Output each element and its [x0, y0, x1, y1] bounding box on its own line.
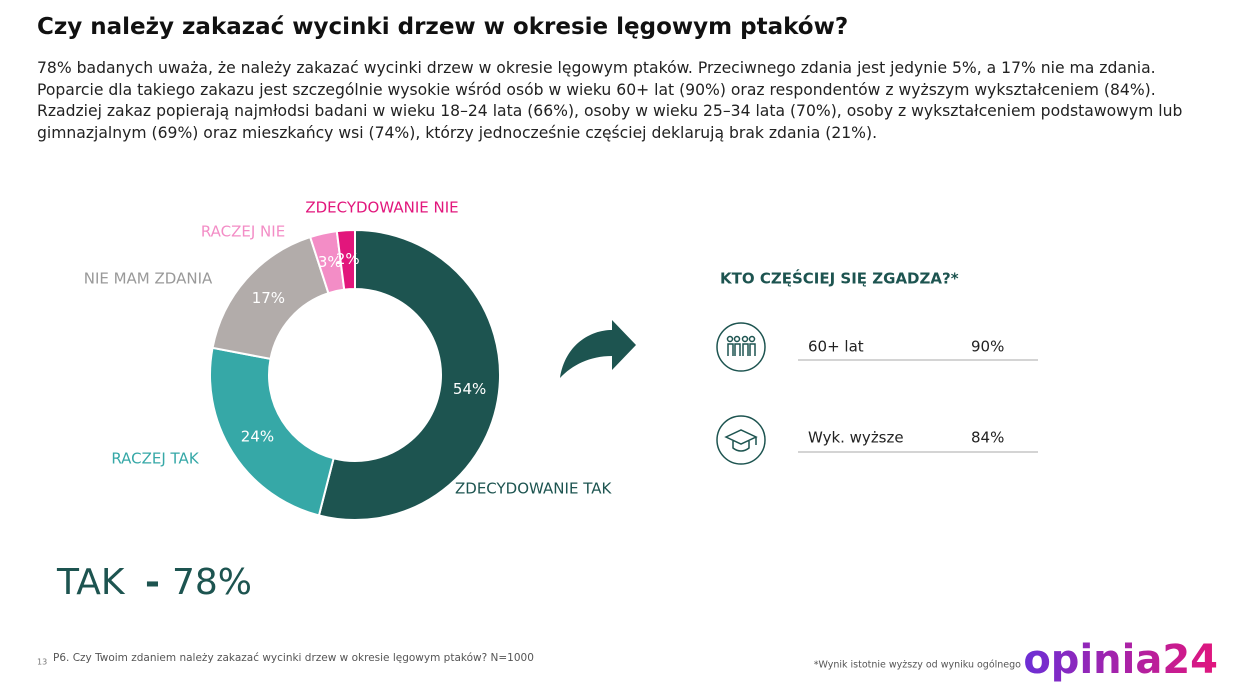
title: Czy należy zakazać wycinki drzew w okres…	[37, 14, 849, 40]
graduation-icon	[716, 415, 766, 465]
category-label: ZDECYDOWANIE NIE	[305, 199, 458, 217]
category-label: ZDECYDOWANIE TAK	[455, 480, 612, 498]
value-label: 24%	[241, 427, 274, 445]
page-number: 13	[37, 658, 47, 667]
logo: opinia24	[1023, 637, 1218, 683]
donut-slice	[335, 228, 356, 291]
donut-slice	[317, 228, 501, 521]
category-label: RACZEJ NIE	[201, 223, 285, 241]
arrow	[560, 320, 636, 378]
summary-value: 78%	[172, 562, 252, 603]
value-label: 17%	[252, 289, 285, 307]
people-icon	[716, 322, 766, 372]
value-label: 2%	[336, 250, 360, 268]
panel-title: KTO CZĘŚCIEJ SIĘ ZGADZA?*	[720, 269, 959, 288]
row-value: 90%	[971, 338, 1004, 356]
row-value: 84%	[971, 429, 1004, 447]
note: *Wynik istotnie wyższy od wyniku ogólneg…	[814, 660, 1021, 671]
donut-slice	[209, 346, 335, 517]
summary-separator: -	[145, 562, 160, 603]
question: P6. Czy Twoim zdaniem należy zakazać wyc…	[53, 652, 534, 664]
row-label: 60+ lat	[808, 338, 864, 356]
paragraph: 78% badanych uważa, że należy zakazać wy…	[37, 59, 1183, 142]
row-label: Wyk. wyższe	[808, 429, 904, 447]
category-label: RACZEJ TAK	[111, 450, 199, 468]
summary-label: TAK	[56, 562, 126, 603]
value-label: 3%	[318, 253, 342, 271]
category-label: NIE MAM ZDANIA	[84, 270, 213, 288]
donut: 54% ZDECYDOWANIE TAK 24% RACZEJ TAK 17% NIE M…	[84, 199, 612, 521]
value-label: 54%	[453, 380, 486, 398]
